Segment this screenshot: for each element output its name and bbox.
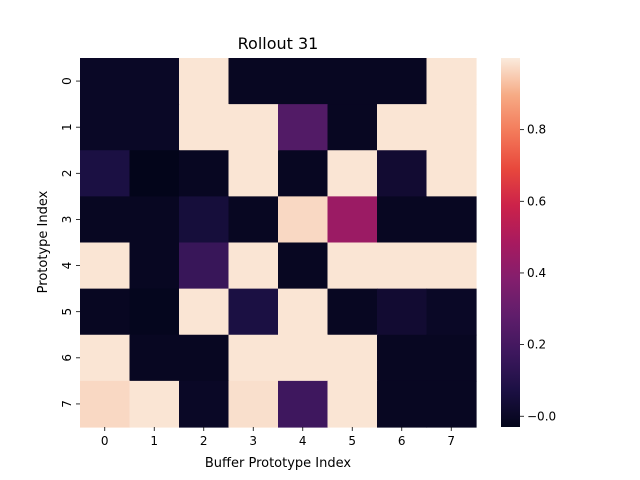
y-tick-label: 7 [60, 400, 74, 408]
heatmap-cell [377, 196, 428, 244]
x-tick-label: 3 [249, 434, 257, 448]
heatmap-cell [129, 58, 180, 105]
heatmap-cell [377, 242, 428, 290]
heatmap-cell [129, 380, 180, 428]
x-axis-label: Buffer Prototype Index [205, 456, 352, 471]
y-axis-label: Prototype Index [36, 190, 51, 293]
heatmap-cell [179, 58, 230, 105]
heatmap-cell [278, 380, 329, 428]
heatmap-cell [377, 380, 428, 428]
heatmap-cell [179, 104, 230, 151]
heatmap-cell [426, 334, 477, 382]
colorbar-tick-label: 0.8 [527, 123, 546, 137]
x-tick-label: 7 [447, 434, 455, 448]
heatmap-cell [377, 58, 428, 105]
heatmap-cell [228, 288, 279, 336]
heatmap-cell [228, 380, 279, 428]
heatmap-cell [377, 288, 428, 336]
heatmap-cell [327, 58, 378, 105]
heatmap-cell [179, 150, 230, 197]
heatmap-cell [228, 104, 279, 151]
heatmap-cell [278, 242, 329, 290]
y-tick-label: 3 [60, 216, 74, 224]
heatmap-cell [377, 334, 428, 382]
heatmap-cell [426, 288, 477, 336]
heatmap-cell [228, 196, 279, 244]
heatmap-cell [278, 58, 329, 105]
y-tick-label: 6 [60, 354, 74, 362]
heatmap-cell [327, 196, 378, 244]
heatmap-cell [278, 288, 329, 336]
heatmap-cells [80, 58, 477, 428]
heatmap-cell [426, 150, 477, 197]
heatmap-cell [129, 334, 180, 382]
x-tick-label: 5 [348, 434, 356, 448]
heatmap-cell [129, 288, 180, 336]
colorbar-tick-label: −0.0 [527, 409, 556, 423]
heatmap-cell [80, 380, 131, 428]
heatmap-cell [179, 380, 230, 428]
heatmap-cell [129, 104, 180, 151]
heatmap-cell [80, 58, 131, 105]
heatmap-cell [426, 58, 477, 105]
heatmap-cell [179, 242, 230, 290]
heatmap-cell [327, 288, 378, 336]
colorbar-ticks: −0.0 0.2 0.4 0.6 0.8 [520, 123, 556, 423]
heatmap-cell [228, 334, 279, 382]
heatmap-cell [80, 334, 131, 382]
heatmap-cell [179, 288, 230, 336]
x-tick-label: 0 [101, 434, 109, 448]
heatmap-cell [80, 104, 131, 151]
colorbar-tick-label: 0.2 [527, 338, 546, 352]
y-axis-ticks: 0 1 2 3 4 5 6 7 [60, 77, 80, 408]
heatmap-cell [426, 104, 477, 151]
x-tick-label: 4 [299, 434, 307, 448]
heatmap-cell [327, 380, 378, 428]
colorbar-tick-label: 0.4 [527, 266, 546, 280]
y-tick-label: 4 [60, 262, 74, 270]
heatmap-cell [179, 334, 230, 382]
colorbar [501, 58, 520, 427]
heatmap-cell [327, 242, 378, 290]
y-tick-label: 5 [60, 308, 74, 316]
y-tick-label: 2 [60, 169, 74, 177]
heatmap-cell [327, 150, 378, 197]
heatmap-cell [129, 242, 180, 290]
chart-title: Rollout 31 [238, 34, 319, 53]
heatmap-cell [80, 196, 131, 244]
heatmap-cell [426, 196, 477, 244]
heatmap-cell [80, 242, 131, 290]
heatmap-cell [278, 104, 329, 151]
heatmap-cell [129, 150, 180, 197]
heatmap-cell [426, 380, 477, 428]
heatmap-cell [327, 104, 378, 151]
heatmap-cell [426, 242, 477, 290]
heatmap-cell [80, 288, 131, 336]
heatmap-cell [228, 242, 279, 290]
x-axis-ticks: 0 1 2 3 4 5 6 7 [101, 427, 455, 448]
heatmap-cell [327, 334, 378, 382]
y-tick-label: 1 [60, 123, 74, 131]
heatmap-cell [278, 150, 329, 197]
heatmap-cell [228, 58, 279, 105]
y-tick-label: 0 [60, 77, 74, 85]
heatmap-cell [377, 104, 428, 151]
x-tick-label: 2 [200, 434, 208, 448]
heatmap-cell [228, 150, 279, 197]
colorbar-tick-label: 0.6 [527, 194, 546, 208]
x-tick-label: 6 [398, 434, 406, 448]
heatmap-cell [179, 196, 230, 244]
x-tick-label: 1 [150, 434, 158, 448]
heatmap-cell [129, 196, 180, 244]
heatmap-cell [80, 150, 131, 197]
heatmap-cell [278, 334, 329, 382]
heatmap-cell [278, 196, 329, 244]
heatmap-cell [377, 150, 428, 197]
